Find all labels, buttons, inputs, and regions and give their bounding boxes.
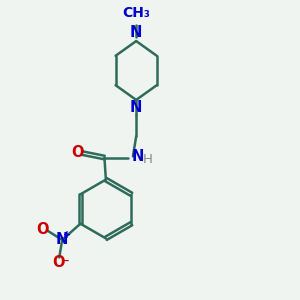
Text: N: N (56, 232, 68, 247)
Text: N: N (132, 149, 144, 164)
Text: ⁻: ⁻ (62, 256, 70, 272)
Text: N: N (129, 26, 142, 40)
Text: O: O (71, 145, 83, 160)
Text: CH₃: CH₃ (122, 7, 150, 20)
Text: N: N (129, 100, 142, 116)
Text: H: H (143, 152, 153, 166)
Text: O: O (37, 222, 49, 237)
Text: +: + (63, 230, 71, 240)
Text: O: O (52, 255, 65, 270)
